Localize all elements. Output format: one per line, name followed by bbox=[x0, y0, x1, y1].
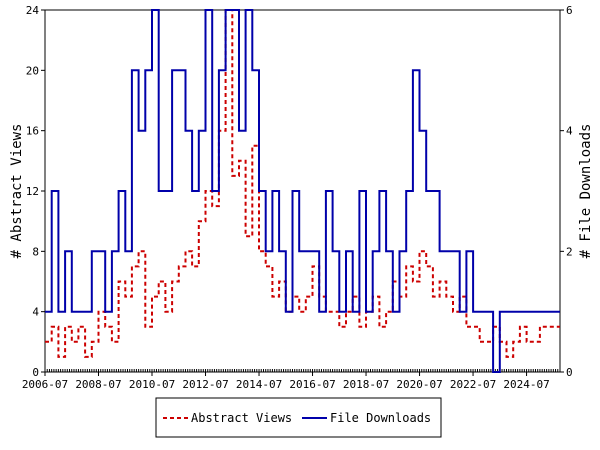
left-y-tick-label: 16 bbox=[26, 125, 39, 138]
left-y-tick-label: 0 bbox=[32, 366, 39, 379]
left-y-tick-label: 4 bbox=[32, 306, 39, 319]
left-y-tick-label: 24 bbox=[26, 4, 40, 17]
legend-abstract-views-label: Abstract Views bbox=[191, 411, 292, 425]
legend-box bbox=[155, 397, 442, 438]
legend: Abstract Views File Downloads bbox=[155, 397, 442, 438]
left-y-axis-ticks: 0 4 8 12 16 20 24 bbox=[26, 4, 45, 379]
right-y-tick-label: 0 bbox=[566, 366, 573, 379]
x-tick-label: 2020-07 bbox=[396, 378, 442, 391]
left-y-tick-label: 12 bbox=[26, 185, 39, 198]
legend-file-downloads-label: File Downloads bbox=[330, 411, 431, 425]
right-y-tick-label: 6 bbox=[566, 4, 573, 17]
file-downloads-line bbox=[45, 9, 560, 373]
right-y-tick-label: 2 bbox=[566, 245, 573, 258]
right-y-tick-label: 4 bbox=[566, 125, 573, 138]
x-tick-label: 2006-07 bbox=[22, 378, 68, 391]
x-tick-label: 2016-07 bbox=[289, 378, 335, 391]
right-y-axis-ticks: 0 2 4 6 bbox=[560, 4, 573, 379]
x-tick-label: 2024-07 bbox=[503, 378, 549, 391]
x-axis-ticks: 2006-07 2008-07 2010-07 2012-07 2014-07 2016-… bbox=[22, 369, 561, 391]
right-axis-label: # File Downloads bbox=[578, 124, 594, 259]
left-y-tick-label: 20 bbox=[26, 64, 39, 77]
series-group bbox=[45, 9, 560, 373]
x-tick-label: 2018-07 bbox=[343, 378, 389, 391]
x-tick-label: 2014-07 bbox=[236, 378, 282, 391]
x-tick-label: 2008-07 bbox=[75, 378, 121, 391]
left-axis-label: # Abstract Views bbox=[9, 124, 25, 259]
x-tick-label: 2010-07 bbox=[129, 378, 175, 391]
left-y-tick-label: 8 bbox=[32, 245, 39, 258]
x-tick-label: 2022-07 bbox=[450, 378, 496, 391]
x-tick-label: 2012-07 bbox=[182, 378, 228, 391]
